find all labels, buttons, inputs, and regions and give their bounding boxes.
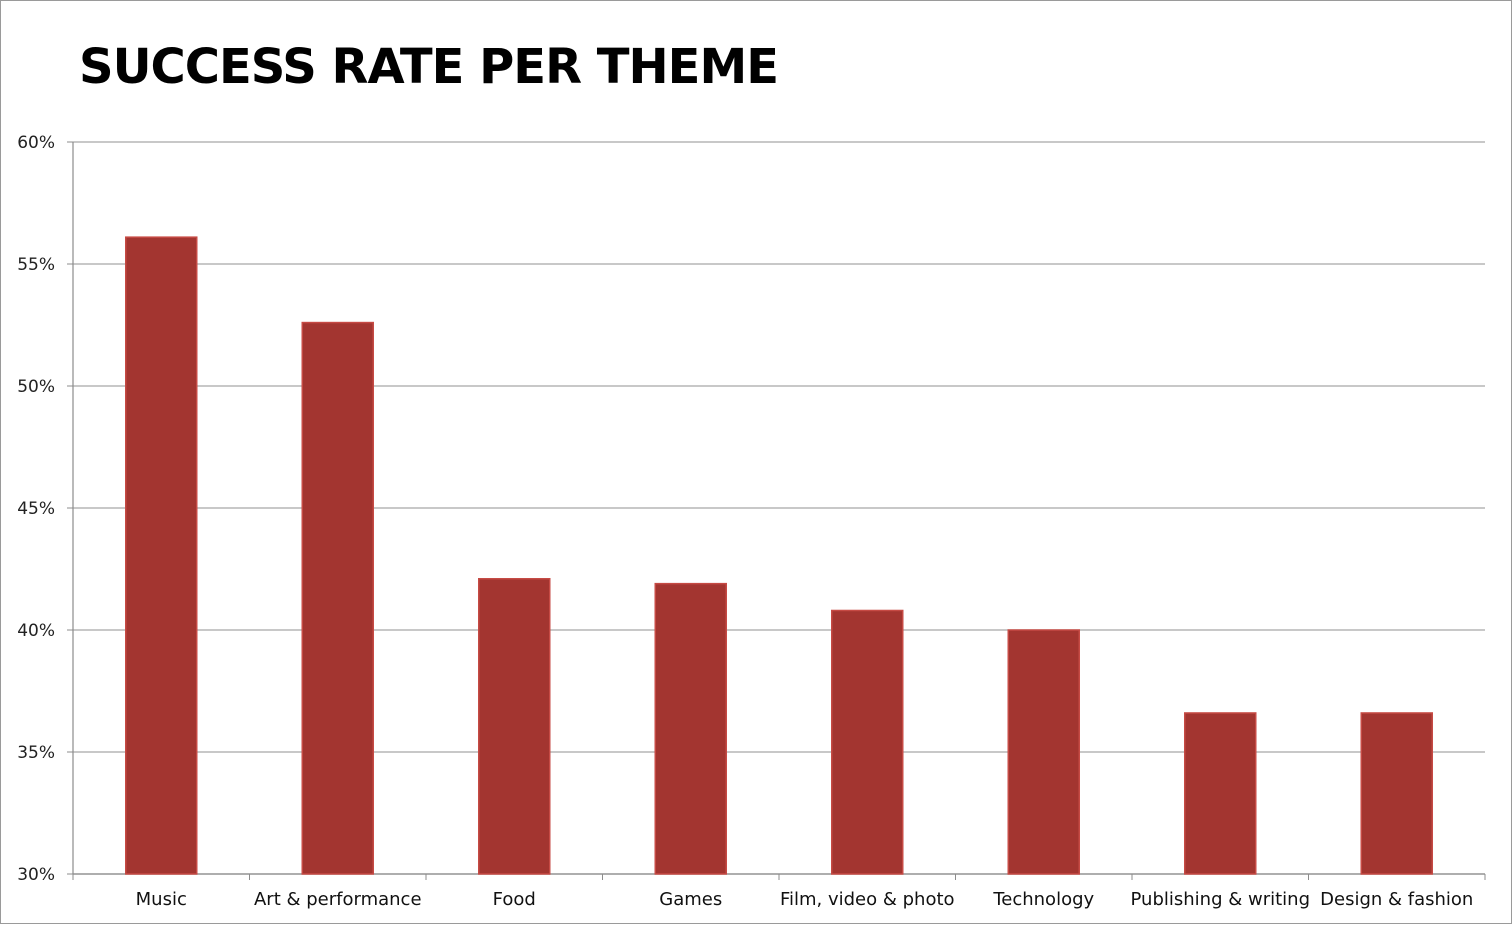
bar-art-performance	[301, 321, 374, 875]
bar-design-fashion	[1360, 712, 1433, 875]
bar-food	[478, 578, 551, 875]
x-category-label: Film, video & photo	[780, 889, 955, 910]
y-tick-label: 30%	[17, 865, 55, 885]
bar-music	[125, 236, 198, 875]
bar-film-video-photo	[831, 609, 904, 875]
y-tick-label: 55%	[17, 255, 55, 275]
bar-technology	[1007, 629, 1080, 875]
x-category-label: Publishing & writing	[1131, 889, 1311, 910]
y-tick-label: 50%	[17, 377, 55, 397]
x-category-label: Music	[136, 889, 187, 910]
y-tick-label: 35%	[17, 743, 55, 763]
x-category-label: Games	[659, 889, 722, 910]
y-tick-label: 40%	[17, 621, 55, 641]
bar-publishing-writing	[1184, 712, 1257, 875]
x-category-label: Food	[493, 889, 536, 910]
chart-title: SUCCESS RATE PER THEME	[79, 39, 779, 95]
x-category-label: Art & performance	[254, 889, 422, 910]
x-category-label: Technology	[992, 889, 1094, 910]
y-tick-label: 60%	[17, 133, 55, 153]
bar-games	[654, 582, 727, 875]
y-tick-label: 45%	[17, 499, 55, 519]
x-category-label: Design & fashion	[1320, 889, 1473, 910]
